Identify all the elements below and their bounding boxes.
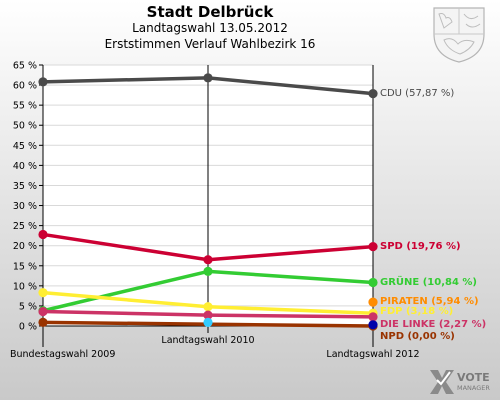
y-tick-label: 45 % [13,141,37,152]
data-point [368,297,378,307]
y-tick-label: 30 % [13,201,37,212]
y-tick-label: 55 % [13,101,37,112]
series-labels: CDU (57,87 %) SPD (19,76 %) GRÜNE (10,84 %… [380,88,486,342]
data-point [203,266,213,276]
data-point [203,73,213,83]
series-label: SPD (19,76 %) [380,241,461,252]
logo-line2: MANAGER [457,384,490,392]
data-point [38,77,48,87]
y-tick-label: 50 % [13,121,37,132]
logo-line1: VOTE [457,371,490,384]
series-label: GRÜNE (10,84 %) [380,274,477,288]
y-tick-label: 0 % [19,322,37,333]
y-tick-label: 5 % [19,301,37,312]
x-tick-label: Bundestagswahl 2009 [10,349,115,360]
data-point [203,302,213,312]
x-tick-label: Landtagswahl 2012 [326,349,419,360]
series-label: PIRATEN (5,94 %) [380,296,479,307]
y-tick-label: 10 % [13,281,37,292]
y-tick-label: 65 % [13,61,37,72]
x-tick-label: Landtagswahl 2010 [161,335,254,346]
data-point [368,320,378,330]
y-tick-label: 35 % [13,181,37,192]
data-point [38,317,48,327]
chart-subtitle-2: Erststimmen Verlauf Wahlbezirk 16 [104,37,316,51]
data-point [38,306,48,317]
chart-subtitle: Landtagswahl 13.05.2012 [132,21,288,35]
data-point [368,312,378,322]
y-tick-label: 60 % [13,81,37,92]
chart-title: Stadt Delbrück [146,3,274,21]
y-tick-label: 20 % [13,241,37,252]
series-lines [38,73,378,331]
series-label: CDU (57,87 %) [380,88,454,99]
coat-of-arms-icon [433,7,485,63]
data-point [203,317,213,327]
y-tick-label: 40 % [13,161,37,172]
series-label: NPD (0,00 %) [380,331,455,342]
y-tick-label: 15 % [13,261,37,272]
data-point [368,89,378,99]
series-label: DIE LINKE (2,27 %) [380,319,486,330]
votemanager-logo: VOTE MANAGER [430,370,490,394]
data-point [203,255,213,265]
data-point [368,277,378,288]
data-point [203,310,213,320]
data-point [38,288,48,298]
y-tick-label: 25 % [13,221,37,232]
data-point [38,229,48,240]
series-label: FDP (3,18 %) [380,306,453,317]
data-point [368,242,378,252]
